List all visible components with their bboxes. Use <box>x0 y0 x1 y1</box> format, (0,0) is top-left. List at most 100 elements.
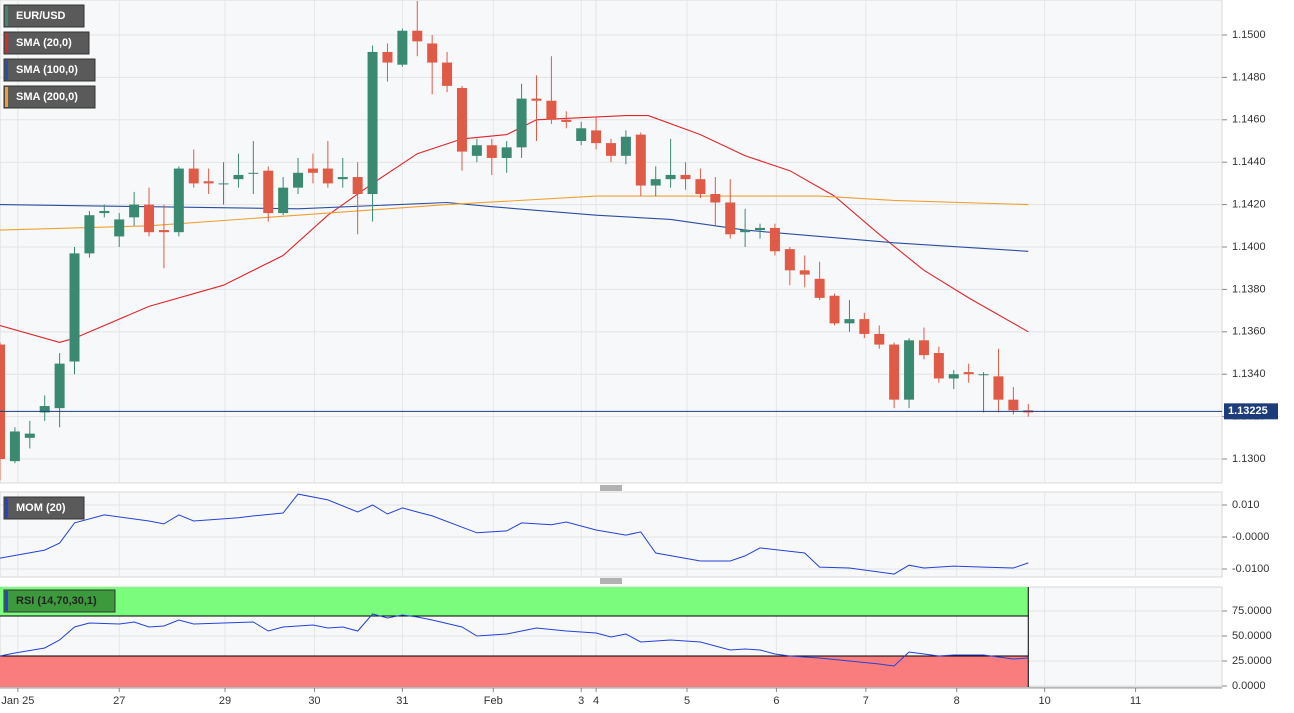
candle-body <box>665 174 676 180</box>
legend-label: SMA (100,0) <box>16 64 78 76</box>
y-tick-label: 1.1340 <box>1232 368 1266 380</box>
x-tick-label: 30 <box>308 695 320 707</box>
x-tick-label: 31 <box>396 695 408 707</box>
candle-body <box>367 51 378 195</box>
candle-body <box>784 249 795 271</box>
panel-splitter[interactable] <box>600 578 622 584</box>
candle-body <box>114 219 125 237</box>
candle-body <box>933 353 944 379</box>
x-tick-label: 6 <box>773 695 779 707</box>
legend-swatch <box>5 498 8 518</box>
y-tick-label: 1.1400 <box>1232 241 1266 253</box>
legend-box <box>3 496 85 520</box>
x-tick-label: Feb <box>484 695 503 707</box>
candle-body <box>680 174 691 180</box>
candle-body <box>427 43 438 63</box>
legend-label: SMA (20,0) <box>16 37 72 49</box>
candle-body <box>531 98 542 101</box>
legend-label: EUR/USD <box>16 10 66 22</box>
candle-body <box>874 333 885 345</box>
candle-body <box>710 194 721 203</box>
y-tick-label: 1.1360 <box>1232 326 1266 338</box>
candle-body <box>755 227 766 231</box>
candle-body <box>695 179 706 195</box>
y-tick-label: 1.1480 <box>1232 71 1266 83</box>
candle-body <box>84 215 95 254</box>
candle-body <box>382 51 393 63</box>
indicator-line <box>0 613 1029 667</box>
y-tick-label: 1.1440 <box>1232 156 1266 168</box>
candle-body <box>307 168 318 173</box>
x-tick-label: 5 <box>684 695 690 707</box>
candle-body <box>769 227 780 252</box>
candle-body <box>993 376 1004 400</box>
legend-box <box>3 589 116 613</box>
y-tick-label: 25.0000 <box>1232 655 1272 667</box>
candle-body <box>322 168 333 184</box>
candle-body <box>650 179 661 186</box>
candle-body <box>471 145 482 156</box>
candle-body <box>158 230 169 233</box>
overbought-band <box>0 587 1029 616</box>
x-tick-label: 4 <box>593 695 599 707</box>
y-tick-label: 1.1420 <box>1232 199 1266 211</box>
y-tick-label: 1.1300 <box>1232 453 1266 465</box>
candle-body <box>963 372 974 375</box>
candle-body <box>725 202 736 235</box>
legend-swatch <box>5 6 8 26</box>
candle-body <box>233 174 244 180</box>
candle-body <box>948 374 959 379</box>
y-tick-label: 0.010 <box>1232 499 1260 511</box>
candle-body <box>591 130 602 144</box>
candle-body <box>24 433 35 438</box>
candle-body <box>576 128 587 141</box>
x-tick-label: 29 <box>219 695 231 707</box>
candle-body <box>129 204 140 218</box>
candle-body <box>561 119 572 122</box>
sma-line <box>0 201 1029 252</box>
candle-body <box>144 204 155 233</box>
panel-splitter[interactable] <box>600 485 622 491</box>
x-tick-label: 11 <box>1130 695 1141 707</box>
candle-body <box>486 145 497 158</box>
y-tick-label: 0.0000 <box>1232 680 1266 692</box>
x-tick-label: 8 <box>954 695 960 707</box>
legend-swatch <box>5 33 8 53</box>
plot-area <box>0 491 1223 578</box>
candle-body <box>337 177 348 180</box>
x-tick-label: 27 <box>113 695 125 707</box>
candle-body <box>620 136 631 156</box>
candle-body <box>829 295 840 324</box>
candle-body <box>978 374 989 376</box>
legend-box <box>3 58 96 82</box>
legend-swatch <box>5 87 8 107</box>
candle-body <box>352 177 363 195</box>
candle-body <box>173 168 184 233</box>
plot-area <box>0 0 1223 484</box>
x-tick-label: 3 <box>578 695 584 707</box>
candle-body <box>1008 399 1019 411</box>
last-price-label: 1.13225 <box>1228 405 1268 417</box>
candle-body <box>740 230 751 233</box>
candle-body <box>814 278 825 298</box>
candle-body <box>54 363 65 409</box>
candle-body <box>218 183 229 185</box>
y-tick-label: 1.1380 <box>1232 283 1266 295</box>
legend-swatch <box>5 60 8 80</box>
candle-body <box>859 319 870 334</box>
legend-box <box>3 85 96 109</box>
candle-body <box>278 187 289 214</box>
y-tick-label: 75.0000 <box>1232 605 1272 617</box>
candle-body <box>442 62 453 86</box>
y-tick-label: -0.0100 <box>1232 563 1269 575</box>
candle-body <box>0 344 5 460</box>
legend-swatch <box>5 591 8 611</box>
candle-body <box>501 147 512 158</box>
legend-box <box>3 4 85 28</box>
candle-body <box>99 210 110 214</box>
x-tick-label: Jan 25 <box>1 695 34 707</box>
oversold-band <box>0 656 1029 687</box>
candle-body <box>69 253 80 362</box>
y-tick-label: 50.0000 <box>1232 630 1272 642</box>
